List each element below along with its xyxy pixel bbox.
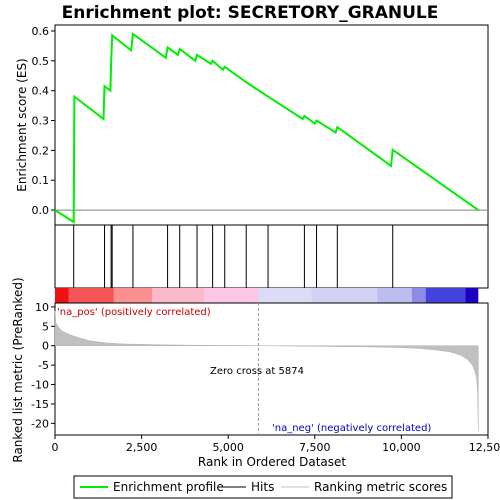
- es-line: [54, 32, 479, 224]
- hits-panel: [54, 224, 489, 289]
- es-plot-frame: [54, 24, 489, 226]
- color-bar-segment: [113, 288, 152, 303]
- color-bar-segment: [425, 288, 466, 303]
- hits-frame: [54, 224, 489, 289]
- color-bar-segment: [311, 288, 378, 303]
- neg-correlated-label: 'na_neg' (negatively correlated): [272, 423, 431, 434]
- x-tick-label: 12,500: [469, 441, 500, 454]
- es-tick-label: 0.4: [32, 85, 50, 98]
- color-bar-segment: [465, 288, 479, 303]
- color-bar-segment: [258, 288, 312, 303]
- x-tick-label: 2,500: [126, 441, 158, 454]
- x-tick-label: 7,500: [299, 441, 331, 454]
- zero-cross-label: Zero cross at 5874: [210, 366, 304, 377]
- legend-label: Ranking metric scores: [314, 480, 447, 494]
- color-bar-segment: [68, 288, 114, 303]
- legend-label: Enrichment profile: [113, 480, 224, 494]
- metric-panel: 10 5 0 -5 -10 -15 -20 0 2,500 5,000 7,500 10,000 12…: [31, 301, 500, 454]
- metric-tick-label: -5: [38, 359, 49, 372]
- metric-tick-label: 0: [42, 340, 49, 353]
- x-axis-label: Rank in Ordered Dataset: [198, 455, 346, 469]
- pos-correlated-label: 'na_pos' (positively correlated): [57, 307, 211, 318]
- es-tick-label: 0.1: [32, 174, 50, 187]
- metric-tick-label: 5: [42, 320, 49, 333]
- legend: Enrichment profile Hits Ranking metric sco…: [73, 475, 453, 499]
- es-tick-label: 0.0: [32, 204, 50, 217]
- color-bar-segment: [411, 288, 426, 303]
- x-tick-label: 10,000: [382, 441, 421, 454]
- color-bar-segment: [151, 288, 204, 303]
- es-ylabel: Enrichment score (ES): [15, 58, 29, 191]
- color-bar-segment: [55, 288, 69, 303]
- color-bar-segment: [203, 288, 259, 303]
- metric-tick-label: -10: [31, 379, 49, 392]
- metric-ylabel: Ranked list metric (PreRanked): [11, 277, 25, 462]
- x-tick-label: 0: [52, 441, 59, 454]
- metric-tick-label: 10: [35, 301, 49, 314]
- metric-plot-frame: [54, 302, 489, 436]
- metric-tick-label: -15: [31, 398, 49, 411]
- es-tick-label: 0.6: [32, 25, 50, 38]
- metric-area: [54, 310, 479, 432]
- es-panel: 0.0 0.1 0.2 0.3 0.4 0.5 0.6: [32, 24, 489, 226]
- x-tick-label: 5,000: [212, 441, 244, 454]
- es-tick-label: 0.2: [32, 144, 50, 157]
- legend-frame: [73, 475, 453, 499]
- rank-color-bar: [55, 288, 479, 303]
- metric-tick-label: -20: [31, 417, 49, 430]
- es-tick-label: 0.3: [32, 115, 50, 128]
- es-tick-label: 0.5: [32, 55, 50, 68]
- chart-title: Enrichment plot: SECRETORY_GRANULE: [62, 3, 439, 23]
- color-bar-segment: [377, 288, 412, 303]
- legend-label: Hits: [251, 480, 274, 494]
